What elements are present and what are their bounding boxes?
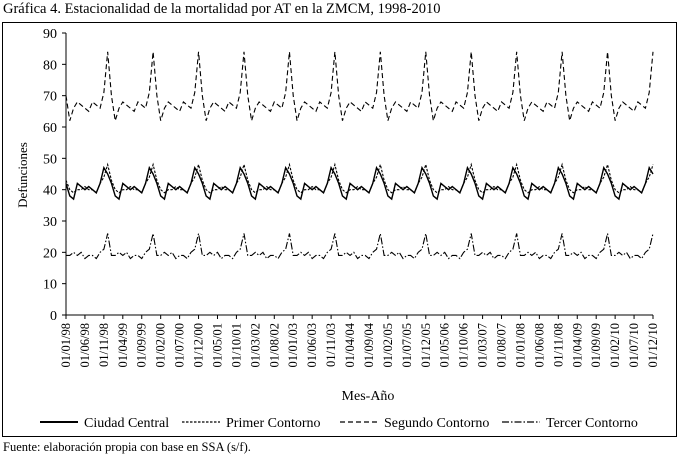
x-tick-label: 01/10/06 <box>457 323 471 367</box>
x-tick-label: 01/08/02 <box>267 323 281 367</box>
x-tick-label: 01/12/05 <box>419 323 433 367</box>
x-tick-label: 01/01/98 <box>59 323 73 367</box>
x-tick-label: 01/02/05 <box>381 323 395 367</box>
x-tick-label: 01/10/01 <box>229 323 243 367</box>
x-tick-label: 01/04/04 <box>343 322 357 367</box>
chart-title: Gráfica 4. Estacionalidad de la mortalid… <box>3 1 441 17</box>
x-tick-label: 01/05/01 <box>210 323 224 367</box>
x-tick-label: 01/12/00 <box>192 323 206 367</box>
x-tick-label: 01/12/10 <box>646 323 660 367</box>
x-tick-label: 01/09/04 <box>362 322 376 367</box>
x-tick-label: 01/08/07 <box>495 323 509 367</box>
y-tick-label: 20 <box>43 246 57 261</box>
x-tick-label: 01/07/10 <box>627 323 641 367</box>
y-tick-label: 70 <box>43 90 57 105</box>
x-tick-label: 01/11/98 <box>97 323 111 367</box>
x-tick-label: 01/06/03 <box>305 323 319 367</box>
x-tick-label: 01/07/05 <box>400 323 414 367</box>
x-tick-label: 01/01/03 <box>286 323 300 367</box>
x-tick-label: 01/02/10 <box>608 323 622 367</box>
y-tick-label: 40 <box>43 184 57 199</box>
line-chart: Defunciones Mes-Año 0 10 20 30 40 50 60 70 80 90 0… <box>15 27 660 431</box>
y-tick-label: 0 <box>50 309 57 324</box>
x-tick-label: 01/06/98 <box>78 323 92 367</box>
x-tick-label: 01/07/00 <box>173 323 187 367</box>
x-axis-label: Mes-Año <box>342 389 395 404</box>
x-tick-label: 01/03/02 <box>248 323 262 367</box>
y-tick-label: 50 <box>43 152 57 167</box>
series-line-primer-contorno <box>65 162 654 194</box>
y-tick-label: 30 <box>43 215 57 230</box>
x-tick-label: 01/06/08 <box>532 323 546 367</box>
y-tick-label: 60 <box>43 121 57 136</box>
series-line-ciudad-central <box>65 165 654 201</box>
legend-label: Primer Contorno <box>226 416 321 431</box>
chart-frame <box>2 22 677 437</box>
x-tick-label: 01/11/08 <box>551 323 565 367</box>
x-tick-label: 01/04/99 <box>116 323 130 367</box>
legend-label: Tercer Contorno <box>546 416 638 431</box>
x-tick-label: 01/03/07 <box>476 323 490 367</box>
x-tick-label: 01/11/03 <box>324 323 338 367</box>
y-axis-label: Defunciones <box>15 142 30 208</box>
legend-label: Segundo Contorno <box>384 416 489 431</box>
source-note: Fuente: elaboración propia con base en S… <box>3 440 251 454</box>
legend-label: Ciudad Central <box>84 416 169 431</box>
x-tick-label: 01/04/09 <box>570 323 584 367</box>
x-tick-label: 01/09/99 <box>135 323 149 367</box>
y-tick-label: 80 <box>43 58 57 73</box>
y-tick-label: 10 <box>43 278 57 293</box>
y-tick-label: 90 <box>43 27 57 42</box>
series-line-tercer-contorno <box>66 233 654 260</box>
x-tick-label: 01/05/06 <box>438 323 452 367</box>
x-tick-label: 01/01/08 <box>513 323 527 367</box>
series-line-segundo-contorno <box>65 51 654 121</box>
x-tick-label: 01/09/09 <box>589 323 603 367</box>
x-tick-label: 01/02/00 <box>154 323 168 367</box>
